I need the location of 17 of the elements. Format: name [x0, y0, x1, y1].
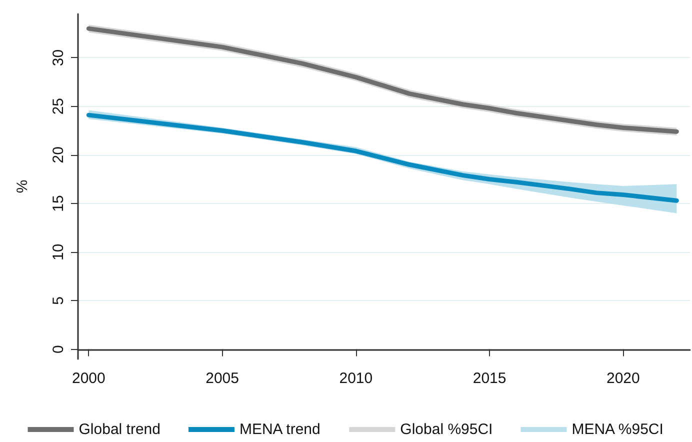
x-tick-label: 2000: [72, 370, 106, 387]
x-tick-label: 2010: [339, 370, 373, 387]
text: MENA %95CI: [572, 421, 664, 438]
y-tick-label: 15: [50, 195, 67, 212]
y-tick-label: 0: [50, 345, 67, 354]
y-tick-label: 20: [50, 146, 67, 164]
y-tick-label: 10: [50, 244, 67, 260]
legend-label: Global trend: [78, 421, 160, 438]
y-axis-title: %: [14, 180, 31, 194]
x-tick-label: 2005: [206, 370, 239, 387]
x-tick-label: 2015: [472, 370, 506, 387]
y-tick-label: 25: [50, 98, 67, 115]
text: Global %95CI: [400, 421, 493, 438]
y-tick-label: 5: [50, 296, 67, 305]
legend-label: MENA trend: [239, 421, 320, 438]
y-tick-label: 30: [50, 49, 67, 66]
x-tick-label: 2020: [606, 370, 640, 387]
